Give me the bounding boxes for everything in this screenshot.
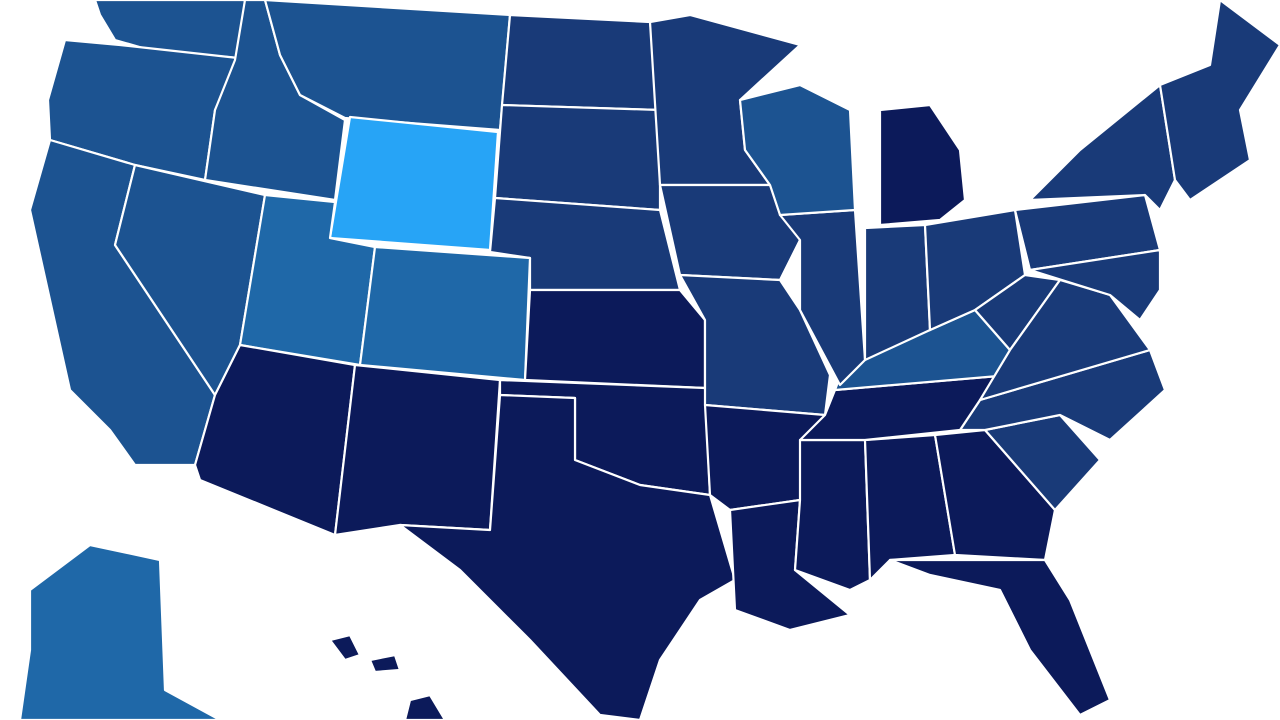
states — [18, 0, 1280, 720]
state — [368, 653, 402, 674]
state — [738, 83, 857, 217]
state — [863, 433, 957, 582]
state — [328, 115, 500, 252]
state — [793, 438, 872, 592]
state — [1028, 248, 1162, 322]
state — [1028, 83, 1177, 212]
state — [398, 393, 737, 720]
state — [678, 273, 832, 417]
state — [978, 278, 1152, 402]
state — [333, 363, 502, 537]
state — [878, 103, 967, 227]
state — [358, 245, 532, 382]
state — [328, 633, 362, 662]
state — [18, 543, 222, 720]
state — [888, 558, 1112, 717]
state — [403, 693, 447, 720]
state — [500, 13, 662, 112]
state — [493, 103, 662, 212]
state — [523, 288, 707, 390]
state — [658, 183, 802, 282]
state — [1158, 0, 1280, 202]
